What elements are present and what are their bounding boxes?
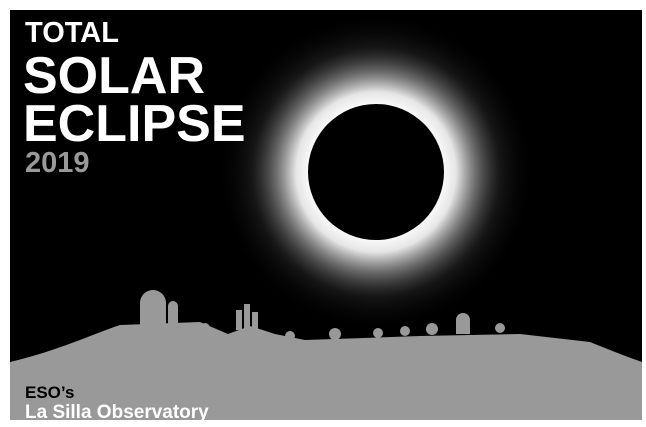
poster: TOTAL SOLAR ECLIPSE 2019 ESO’s La Silla … xyxy=(0,0,646,427)
footer-line: La Silla Observatory xyxy=(25,402,209,423)
title-year: 2019 xyxy=(25,147,90,179)
title-line: ECLIPSE xyxy=(23,95,246,153)
title-line: TOTAL xyxy=(25,17,119,49)
footer-line: ESO’s xyxy=(25,383,74,402)
moon-disc xyxy=(308,104,444,240)
